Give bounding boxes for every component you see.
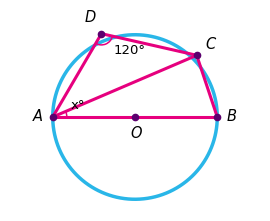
Text: D: D <box>85 10 96 25</box>
Text: O: O <box>130 126 142 141</box>
Text: A: A <box>33 109 43 124</box>
Text: 120°: 120° <box>113 44 145 57</box>
Text: C: C <box>205 37 215 52</box>
Text: x°: x° <box>70 99 85 112</box>
Text: B: B <box>226 109 236 124</box>
